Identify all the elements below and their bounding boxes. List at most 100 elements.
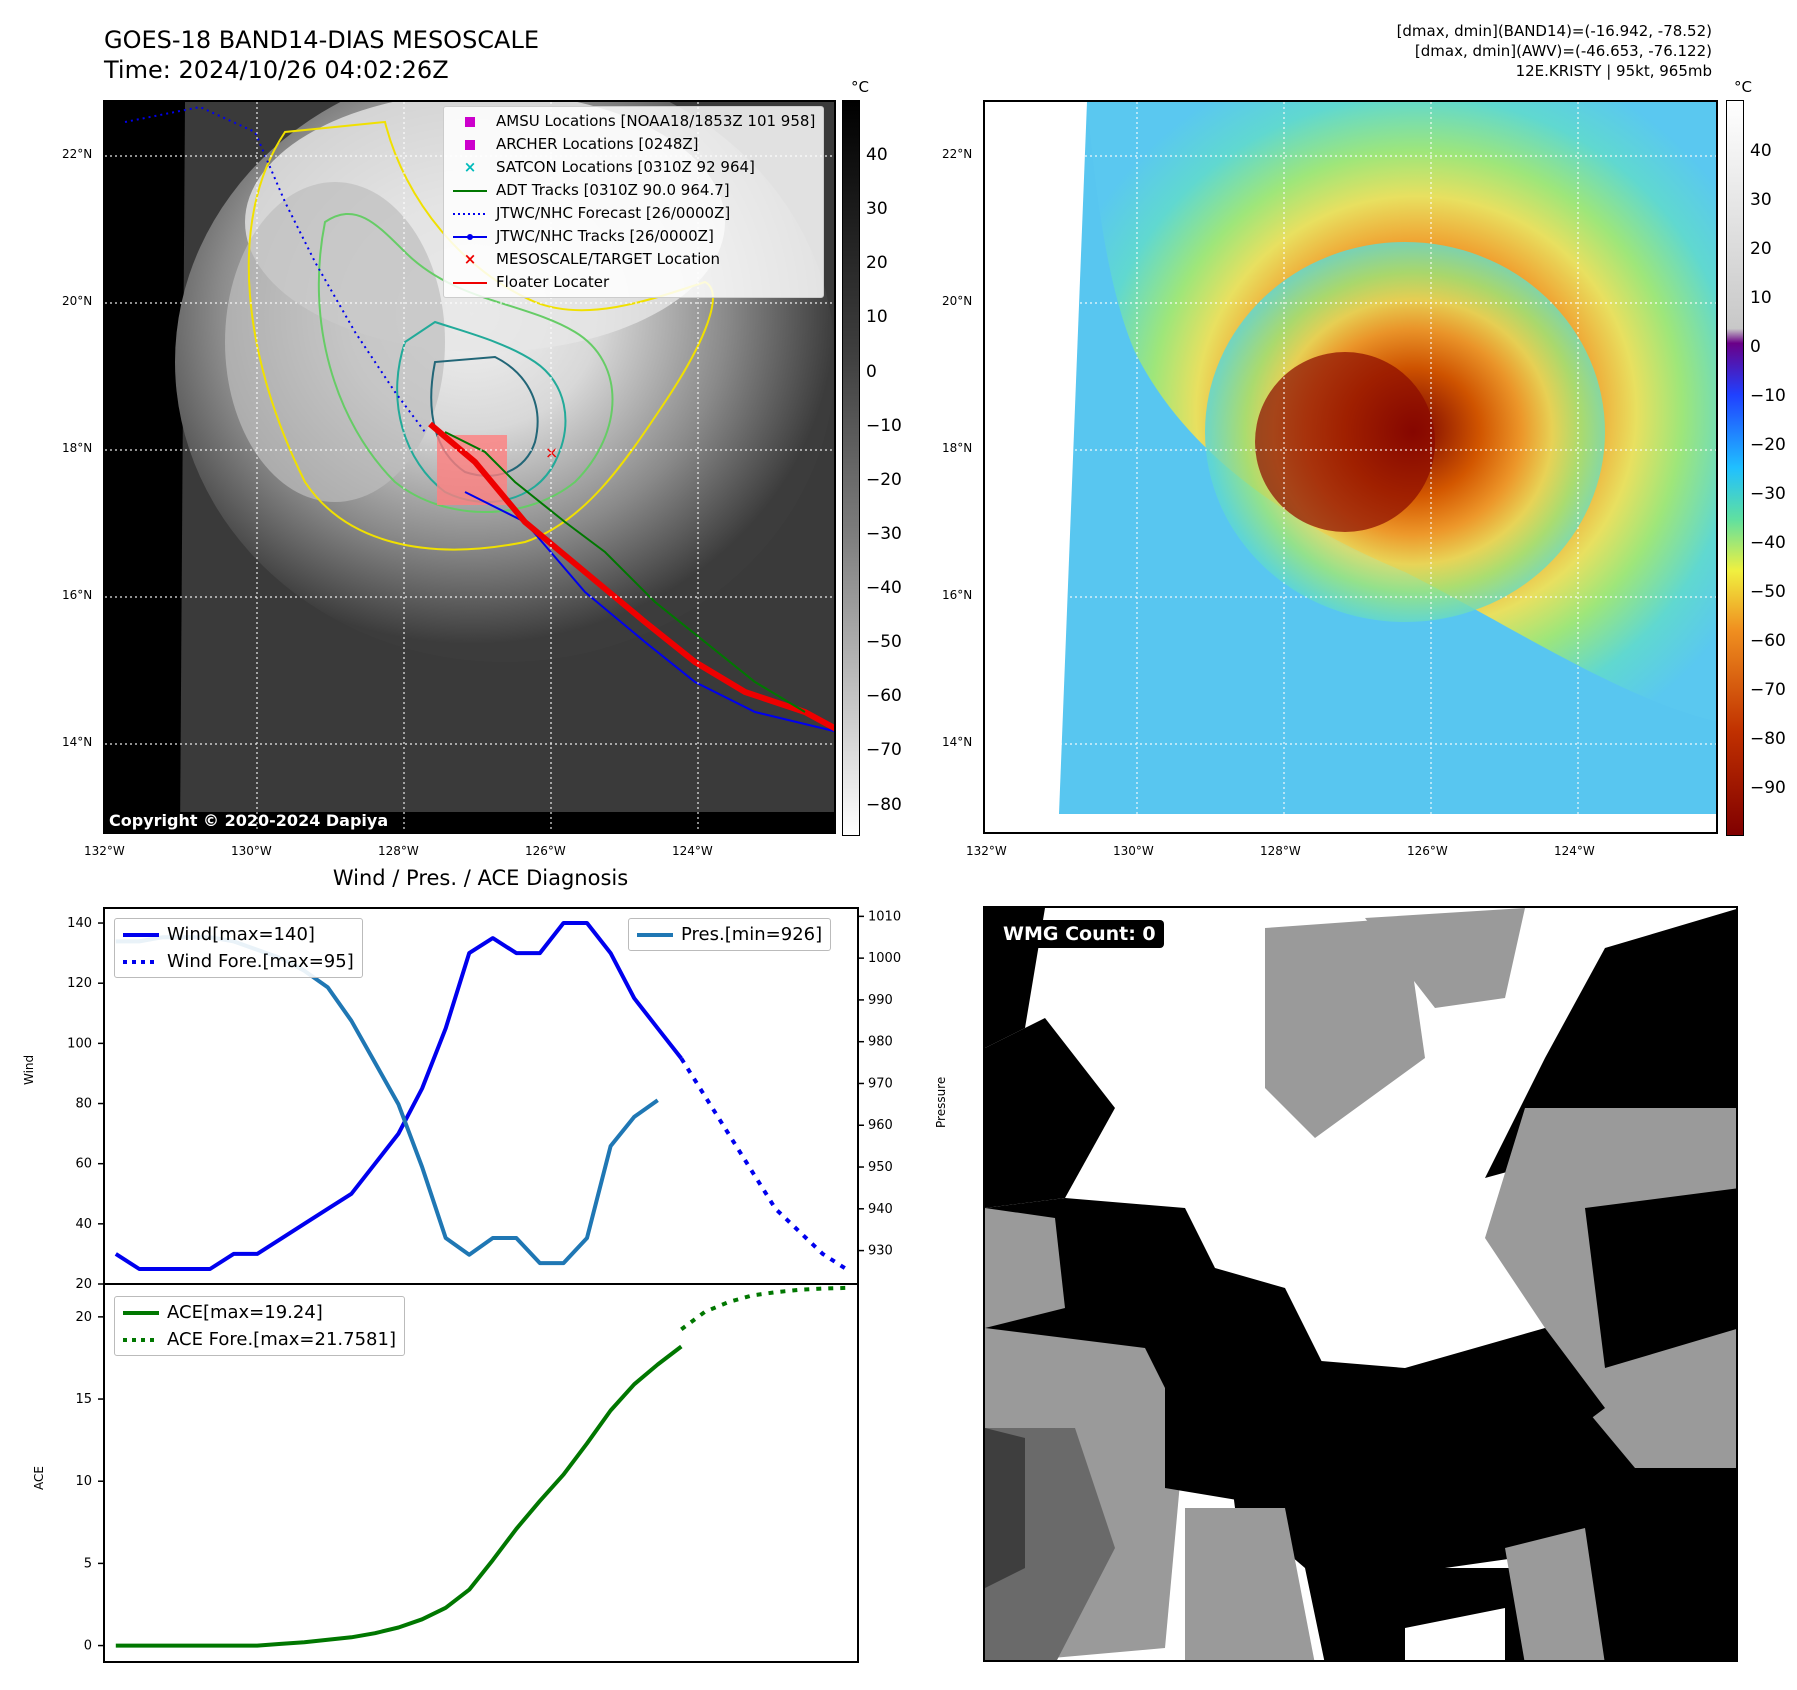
colorbar-tick: −20 xyxy=(1750,435,1786,455)
map-legend: AMSU Locations [NOAA18/1853Z 101 958] AR… xyxy=(443,106,825,298)
line-icon xyxy=(123,1310,159,1315)
colorbar-tick: 0 xyxy=(1750,337,1761,357)
colorbar-color xyxy=(1726,100,1744,836)
lon-label: 132°W xyxy=(84,844,125,858)
colorbar-unit: °C xyxy=(851,78,869,96)
colorbar-tick: −90 xyxy=(1750,778,1786,798)
colorbar-tick: −80 xyxy=(1750,729,1786,749)
wind-legend: Wind[max=140] Wind Fore.[max=95] xyxy=(114,918,363,978)
legend-item-wind-forecast: Wind Fore.[max=95] xyxy=(123,948,354,975)
lat-label: 22°N xyxy=(942,147,973,161)
line-icon xyxy=(637,932,673,937)
y-tick-label: 10 xyxy=(75,1474,92,1489)
legend-item-tracks: JTWC/NHC Tracks [26/0000Z] xyxy=(452,225,815,248)
lat-label: 14°N xyxy=(942,735,973,749)
y2-tick-label: 990 xyxy=(868,993,893,1008)
x-marker-icon: × xyxy=(463,250,477,268)
y-tick-label: 40 xyxy=(75,1217,92,1232)
legend-item-satcon: × SATCON Locations [0310Z 92 964] xyxy=(452,156,815,179)
colorbar-grayscale xyxy=(842,100,860,836)
info-line-2: [dmax, dmin](AWV)=(-46.653, -76.122) xyxy=(1414,42,1712,60)
legend-item-floater: Floater Locater xyxy=(452,271,815,294)
line-icon xyxy=(452,189,488,193)
legend-item-amsu: AMSU Locations [NOAA18/1853Z 101 958] xyxy=(452,110,815,133)
colorbar-tick: −30 xyxy=(1750,484,1786,504)
dotted-line-icon xyxy=(123,959,159,964)
y-tick-label: 20 xyxy=(75,1310,92,1325)
y-tick-label: 20 xyxy=(75,1277,92,1290)
colorbar-tick: 30 xyxy=(866,199,888,219)
lat-label: 22°N xyxy=(62,147,93,161)
lon-label: 126°W xyxy=(525,844,566,858)
lon-label: 128°W xyxy=(1260,844,1301,858)
y-tick-label: 140 xyxy=(67,916,92,931)
colorbar-tick: −10 xyxy=(1750,386,1786,406)
info-line-1: [dmax, dmin](BAND14)=(-16.942, -78.52) xyxy=(1396,22,1712,40)
square-marker-icon xyxy=(452,139,488,150)
colorbar-tick: −40 xyxy=(866,578,902,598)
colorbar-tick: 40 xyxy=(1750,141,1772,161)
colorbar-tick: −70 xyxy=(866,740,902,760)
series-line-1 xyxy=(680,1285,847,1332)
lat-label: 18°N xyxy=(942,441,973,455)
plot-frame xyxy=(103,1283,859,1663)
colorbar-tick: −60 xyxy=(866,686,902,706)
color-ir-image xyxy=(985,102,1716,832)
series-line-0 xyxy=(115,1344,683,1648)
line-dot-icon xyxy=(452,233,488,241)
legend-item-ace: ACE[max=19.24] xyxy=(123,1299,396,1326)
pressure-axis-label: Pressure xyxy=(934,1076,948,1128)
colorbar-tick: −10 xyxy=(866,416,902,436)
colorbar-tick: 20 xyxy=(1750,239,1772,259)
colorbar-tick: 30 xyxy=(1750,190,1772,210)
colorbar-tick: −20 xyxy=(866,470,902,490)
y-tick-label: 60 xyxy=(75,1157,92,1172)
y2-tick-label: 940 xyxy=(868,1202,893,1217)
legend-item-target: × MESOSCALE/TARGET Location xyxy=(452,248,815,271)
wmg-image xyxy=(985,908,1736,1660)
y2-tick-label: 950 xyxy=(868,1160,893,1175)
colorbar-tick: 10 xyxy=(866,307,888,327)
y2-tick-label: 960 xyxy=(868,1118,893,1133)
lon-label: 132°W xyxy=(966,844,1007,858)
legend-item-archer: ARCHER Locations [0248Z] xyxy=(452,133,815,156)
colorbar-tick: −50 xyxy=(866,632,902,652)
wmg-count-badge: WMG Count: 0 xyxy=(995,920,1164,948)
line-icon xyxy=(452,281,488,285)
y2-tick-label: 970 xyxy=(868,1076,893,1091)
pressure-legend: Pres.[min=926] xyxy=(628,918,832,951)
y2-tick-label: 1000 xyxy=(868,951,901,966)
lat-label: 18°N xyxy=(62,441,93,455)
lat-label: 14°N xyxy=(62,735,93,749)
colorbar-tick: −50 xyxy=(1750,582,1786,602)
colorbar-tick: 10 xyxy=(1750,288,1772,308)
lon-label: 130°W xyxy=(231,844,272,858)
y2-tick-label: 980 xyxy=(868,1035,893,1050)
dotted-line-icon xyxy=(123,1337,159,1342)
lat-label: 20°N xyxy=(942,294,973,308)
colorbar-tick: −30 xyxy=(866,524,902,544)
map-title: GOES-18 BAND14-DIAS MESOSCALE xyxy=(104,26,540,54)
line-icon xyxy=(123,932,159,937)
colorbar-tick: −40 xyxy=(1750,533,1786,553)
y2-tick-label: 930 xyxy=(868,1244,893,1259)
dotted-line-icon xyxy=(452,212,488,216)
wmg-panel: WMG Count: 0 xyxy=(983,906,1738,1662)
colorbar-tick: 40 xyxy=(866,145,888,165)
ace-axis-label: ACE xyxy=(32,1466,46,1490)
legend-item-ace-forecast: ACE Fore.[max=21.7581] xyxy=(123,1326,396,1353)
y-tick-label: 5 xyxy=(84,1556,92,1571)
lat-label: 16°N xyxy=(62,588,93,602)
info-line-3: 12E.KRISTY | 95kt, 965mb xyxy=(1515,62,1712,80)
map-time: Time: 2024/10/26 04:02:26Z xyxy=(104,56,449,84)
lon-label: 124°W xyxy=(1554,844,1595,858)
series-line-1 xyxy=(679,1057,848,1271)
y-tick-label: 15 xyxy=(75,1392,92,1407)
lat-label: 20°N xyxy=(62,294,93,308)
colorbar-unit: °C xyxy=(1734,78,1752,96)
target-marker: × xyxy=(545,443,558,462)
colorbar-tick: −60 xyxy=(1750,631,1786,651)
legend-item-wind: Wind[max=140] xyxy=(123,921,354,948)
lon-label: 124°W xyxy=(672,844,713,858)
square-marker-icon xyxy=(452,116,488,127)
